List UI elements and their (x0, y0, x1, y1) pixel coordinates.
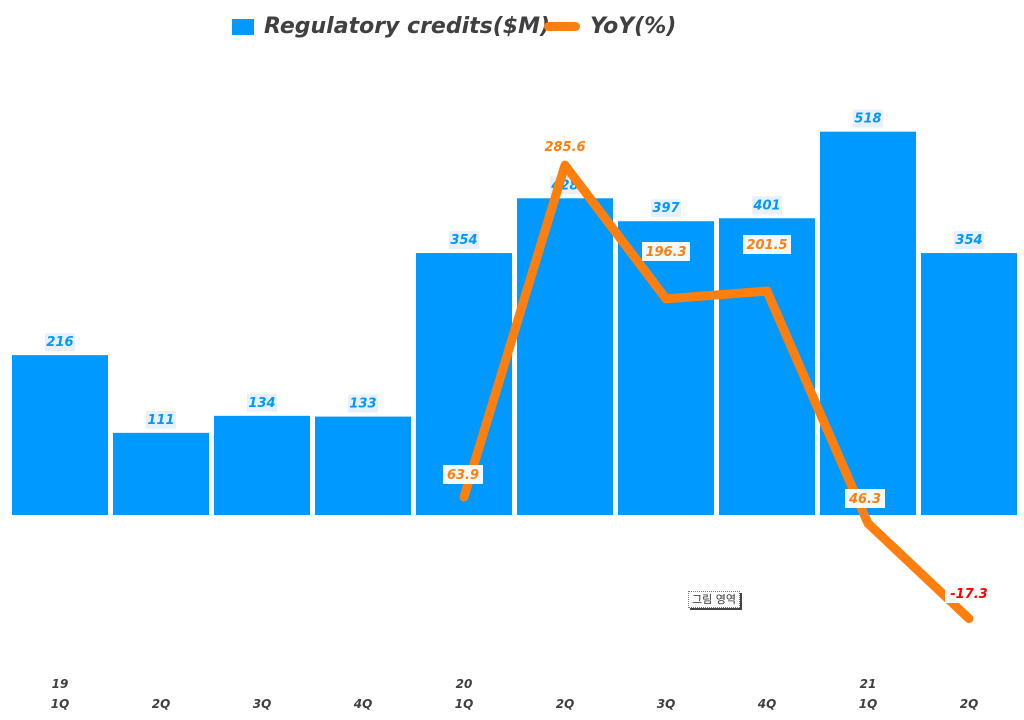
yoy-value-label: 46.3 (848, 492, 881, 507)
bar-value-label: 111 (147, 413, 174, 428)
category-axis: 19 1Q 2Q 3Q 4Q 20 1Q 2Q 3Q 4Q 21 1Q 2Q (51, 677, 979, 711)
bar[interactable] (315, 416, 411, 515)
axis-quarter-label: 1Q (859, 697, 878, 711)
legend-label: YoY(%) (590, 14, 677, 39)
yoy-value-label: 196.3 (645, 245, 686, 260)
chart-legend: Regulatory credits($M) YoY(%) (0, 14, 1024, 48)
axis-quarter-label: 1Q (455, 697, 474, 711)
yoy-value-label: 63.9 (447, 468, 479, 483)
axis-quarter-label: 2Q (556, 697, 575, 711)
bar-value-label: 133 (349, 397, 376, 412)
bar[interactable] (820, 131, 916, 515)
bar-value-label: 354 (450, 233, 477, 248)
legend-label: Regulatory credits($M) (264, 14, 551, 39)
line-swatch-icon (544, 22, 580, 31)
axis-quarter-label: 4Q (353, 697, 373, 711)
bar-value-label: 216 (46, 335, 73, 350)
bar-value-label: 354 (955, 233, 982, 248)
bar-value-label: 401 (752, 198, 780, 213)
axis-year-label: 20 (456, 677, 473, 691)
axis-quarter-label: 2Q (960, 697, 979, 711)
yoy-value-label: 285.6 (544, 140, 585, 155)
line-data-labels: 63.9 285.6 196.3 201.5 46.3 -17.3 (443, 137, 993, 603)
yoy-value-label: -17.3 (950, 587, 987, 602)
axis-quarter-label: 3Q (657, 697, 676, 711)
axis-quarter-label: 4Q (757, 697, 777, 711)
legend-item-yoy: YoY(%) (544, 14, 676, 39)
bar-value-label: 397 (652, 201, 680, 216)
plot-area-tooltip: 그림 영역 (688, 591, 740, 608)
legend-item-regulatory-credits: Regulatory credits($M) (232, 14, 550, 39)
bar-value-label: 134 (248, 396, 275, 411)
axis-year-label: 19 (52, 677, 69, 691)
axis-quarter-label: 3Q (253, 697, 272, 711)
bar[interactable] (12, 355, 108, 515)
bar-value-label: 518 (854, 112, 881, 127)
yoy-value-label: 201.5 (746, 238, 787, 253)
bar[interactable] (921, 253, 1017, 516)
bar[interactable] (618, 221, 714, 515)
axis-quarter-label: 2Q (152, 697, 171, 711)
axis-quarter-label: 1Q (51, 697, 70, 711)
axis-year-label: 21 (860, 677, 877, 691)
bar[interactable] (517, 198, 613, 515)
bar[interactable] (214, 415, 310, 515)
bar[interactable] (113, 432, 209, 515)
yoy-line (459, 160, 974, 624)
bar-swatch-icon (232, 18, 254, 35)
